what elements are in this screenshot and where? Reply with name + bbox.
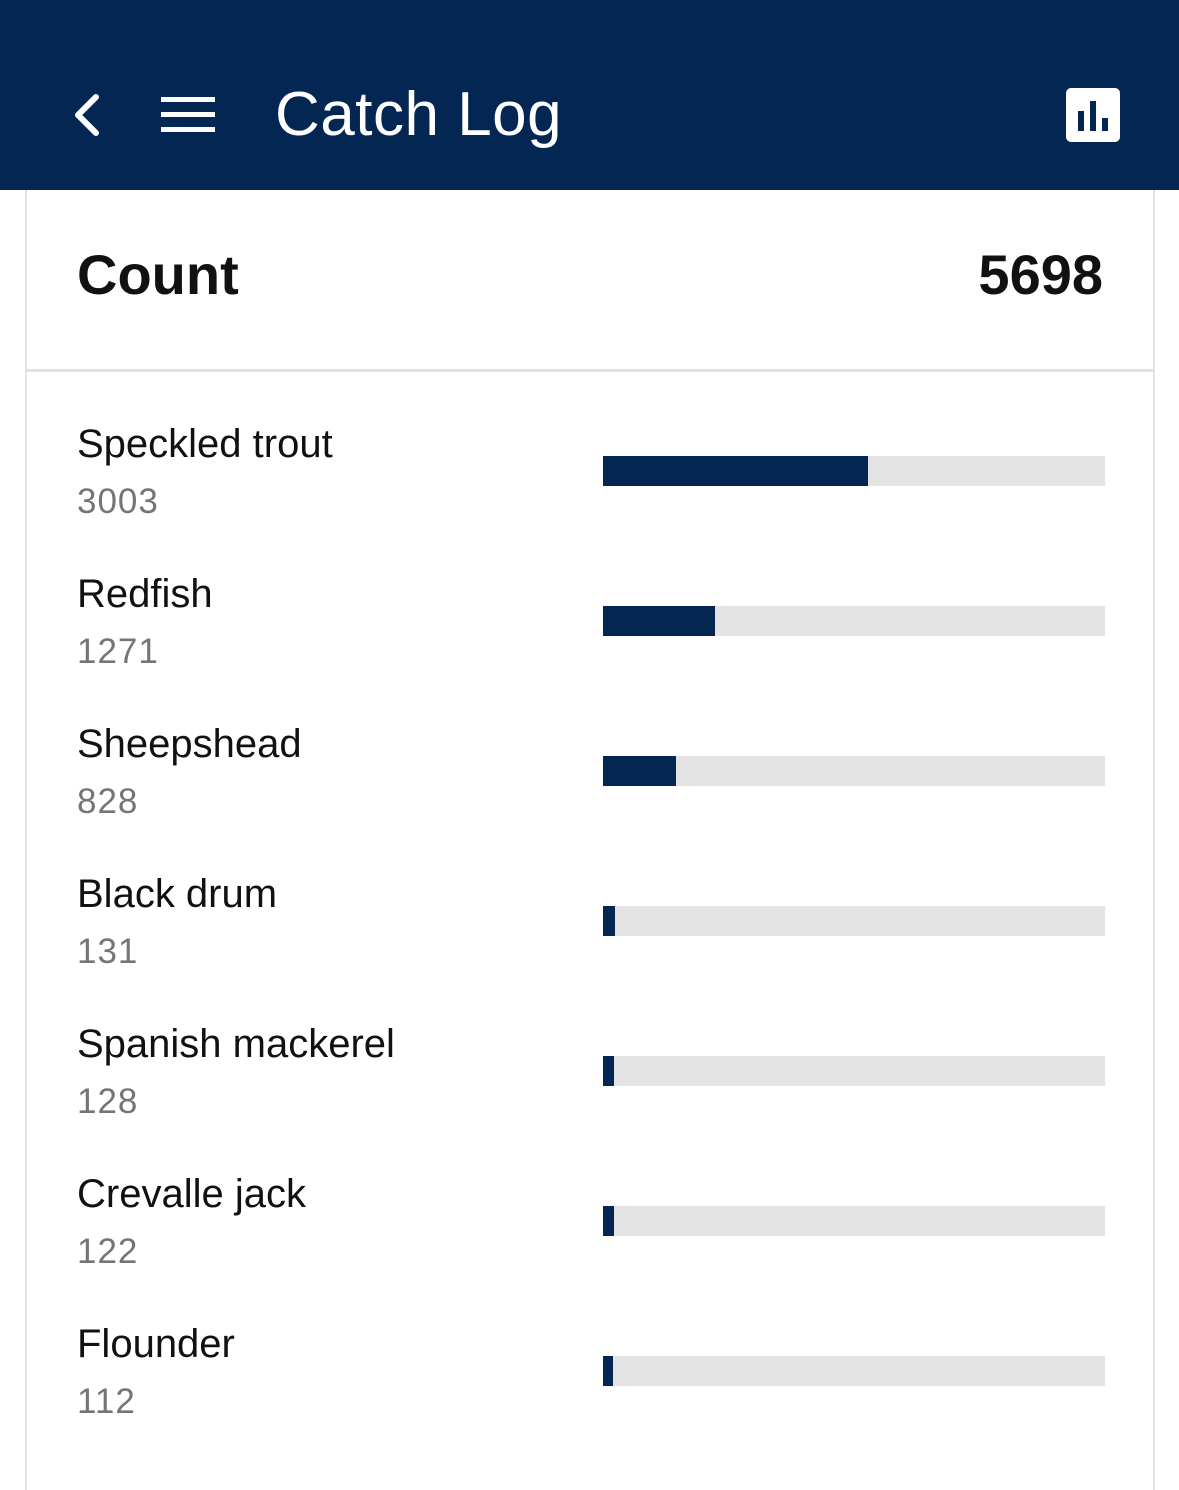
progress-bar-fill	[603, 1206, 614, 1236]
chevron-left-icon	[75, 94, 99, 136]
progress-bar-fill	[603, 1056, 615, 1086]
species-name: Speckled trout	[77, 422, 333, 466]
chart-view-button[interactable]	[1058, 80, 1128, 150]
species-count: 3003	[77, 482, 159, 521]
species-count: 1271	[77, 632, 159, 671]
list-item[interactable]: Black drum 131	[27, 862, 1153, 1012]
back-button[interactable]	[56, 80, 116, 150]
species-list: Speckled trout 3003 Redfish 1271 Sheepsh…	[27, 412, 1153, 1462]
progress-bar-track	[603, 1356, 1105, 1386]
progress-bar-fill	[603, 456, 868, 486]
progress-bar-fill	[603, 906, 615, 936]
list-item[interactable]: Spanish mackerel 128	[27, 1012, 1153, 1162]
hamburger-menu-icon	[160, 97, 215, 132]
species-count: 122	[77, 1232, 139, 1271]
species-name: Redfish	[77, 572, 213, 616]
species-name: Flounder	[77, 1322, 235, 1366]
list-item[interactable]: Flounder 112	[27, 1312, 1153, 1462]
count-label: Count	[77, 243, 239, 306]
progress-bar-track	[603, 756, 1105, 786]
list-item[interactable]: Crevalle jack 122	[27, 1162, 1153, 1312]
progress-bar-track	[603, 456, 1105, 486]
progress-bar-track	[603, 606, 1105, 636]
list-item[interactable]: Sheepshead 828	[27, 712, 1153, 862]
bar-chart-icon	[1066, 88, 1120, 142]
species-name: Crevalle jack	[77, 1172, 306, 1216]
list-item[interactable]: Redfish 1271	[27, 562, 1153, 712]
progress-bar-fill	[603, 606, 715, 636]
species-count: 112	[77, 1382, 136, 1421]
species-name: Spanish mackerel	[77, 1022, 395, 1066]
progress-bar-track	[603, 906, 1105, 936]
progress-bar-fill	[603, 756, 676, 786]
menu-button[interactable]	[150, 80, 225, 150]
app-bar: Catch Log	[0, 0, 1179, 190]
species-count: 131	[77, 932, 139, 971]
progress-bar-track	[603, 1056, 1105, 1086]
species-name: Sheepshead	[77, 722, 302, 766]
progress-bar-track	[603, 1206, 1105, 1236]
species-count: 128	[77, 1082, 139, 1121]
count-summary: Count 5698	[27, 190, 1153, 372]
stats-card: Count 5698 Speckled trout 3003 Redfish 1…	[25, 190, 1155, 1490]
species-count: 828	[77, 782, 139, 821]
count-total: 5698	[978, 243, 1103, 306]
progress-bar-fill	[603, 1356, 614, 1386]
species-name: Black drum	[77, 872, 278, 916]
list-item[interactable]: Speckled trout 3003	[27, 412, 1153, 562]
page-title: Catch Log	[275, 80, 563, 149]
